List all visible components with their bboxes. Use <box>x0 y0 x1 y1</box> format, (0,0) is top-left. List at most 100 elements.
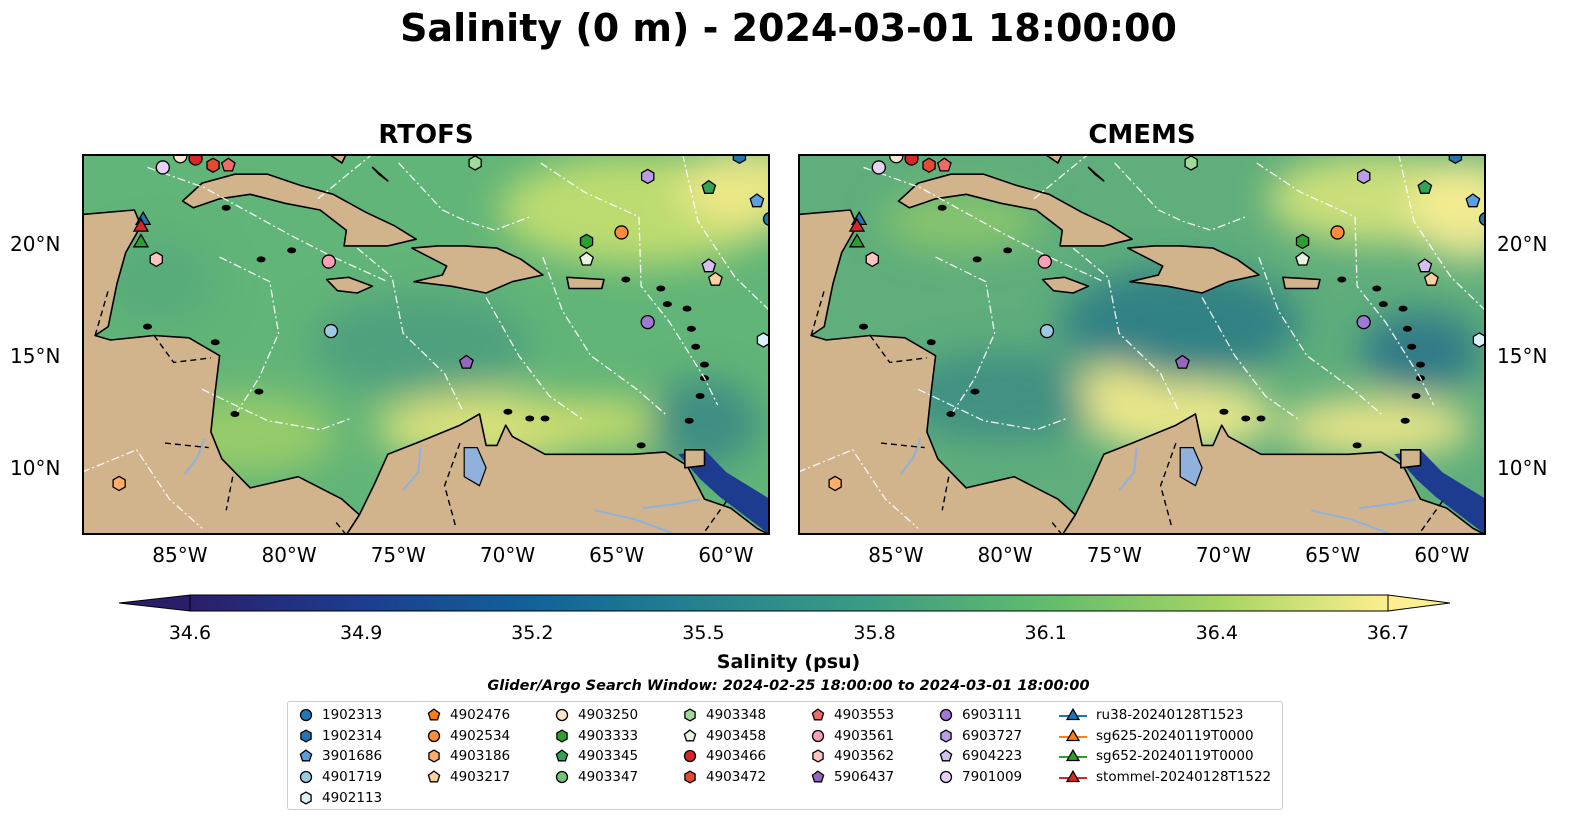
marker-4903561 <box>321 254 336 269</box>
marker-4902534 <box>614 225 629 240</box>
legend-label: 7901009 <box>962 769 1023 786</box>
legend-label: 4903458 <box>706 727 767 744</box>
hexagon-icon <box>812 749 824 764</box>
marker-sg652-20240119T0000 <box>132 233 150 248</box>
legend-marker <box>812 749 824 764</box>
legend-marker <box>427 770 441 783</box>
legend-label: 4903217 <box>450 769 511 786</box>
marker-1902314 <box>732 156 747 165</box>
map-canvas <box>84 156 768 533</box>
lon-tick-label: 80°W <box>977 543 1033 567</box>
hexagon-icon <box>940 729 952 743</box>
marker-4903553 <box>936 157 952 172</box>
legend-marker <box>427 729 441 743</box>
legend-marker <box>811 708 825 721</box>
legend-marker <box>1065 708 1081 721</box>
circle-icon <box>939 770 953 784</box>
marker-6904223 <box>701 258 717 273</box>
panel-title-rtofs: RTOFS <box>378 120 474 150</box>
marker-4903217 <box>1423 271 1439 286</box>
legend-item: sg652-20240119T0000 <box>1058 746 1271 767</box>
legend-item: ru38-20240128T1523 <box>1058 705 1271 726</box>
marker-6903727 <box>1356 168 1371 185</box>
circle-icon <box>555 770 569 784</box>
lat-tick-label-right: 10°N <box>1497 455 1548 480</box>
legend-item: 4902534 <box>426 726 510 747</box>
legend-marker <box>300 729 312 743</box>
marker-sg652-20240119T0000 <box>848 233 866 248</box>
marker-stommel-20240128T1522 <box>132 217 150 232</box>
legend-marker <box>1065 728 1081 742</box>
hexagon-icon <box>556 729 568 743</box>
land-jamaica <box>325 276 374 294</box>
legend-label: 4902476 <box>450 707 511 724</box>
legend-item: 4903348 <box>682 705 766 726</box>
hexagon-icon <box>300 729 312 743</box>
map-canvas <box>800 156 1484 533</box>
legend-item: 7901009 <box>938 767 1022 788</box>
marker-1902314 <box>1448 156 1463 165</box>
hexagon-icon <box>428 749 440 764</box>
legend-item: 6903111 <box>938 705 1022 726</box>
legend-marker <box>684 770 696 784</box>
circle-icon <box>555 709 569 722</box>
legend-marker <box>299 770 313 784</box>
legend-item: 3901686 <box>298 746 382 767</box>
land-bahamas2 <box>1087 166 1105 182</box>
land-yucatan <box>800 209 1077 533</box>
lon-tick-label: 70°W <box>1195 543 1252 567</box>
marker-4903348 <box>468 156 482 171</box>
legend-marker <box>428 749 440 764</box>
lon-tick-label: 70°W <box>479 543 536 567</box>
marker-7901009 <box>155 160 170 175</box>
legend-label: sg652-20240119T0000 <box>1096 748 1254 765</box>
legend-label: 4903347 <box>578 769 639 786</box>
circle-icon <box>683 750 697 763</box>
legend-item: 1902314 <box>298 726 382 747</box>
legend-label: 4903333 <box>578 727 639 744</box>
legend-marker <box>555 770 569 784</box>
marker-4901719 <box>1039 323 1055 339</box>
marker-stommel-20240128T1522 <box>848 217 866 232</box>
land-bahamas2 <box>371 166 389 182</box>
land-hispaniola <box>1126 245 1260 294</box>
legend-label: 4901719 <box>322 769 383 786</box>
pentagon-icon <box>683 729 697 742</box>
marker-4903561 <box>1037 254 1052 269</box>
land-southam <box>346 413 768 533</box>
marker-4903186 <box>112 475 126 492</box>
pentagon-icon <box>939 749 953 762</box>
lake-maracaibo <box>1179 447 1203 487</box>
legend-label: 4903466 <box>706 748 767 765</box>
legend-column: 1902313 1902314 3901686 4901719 4902113 <box>298 705 382 808</box>
marker-4903333 <box>579 233 594 250</box>
legend-label: 4902113 <box>322 789 383 806</box>
legend-column: ru38-20240128T1523 sg625-20240119T0000 sg6… <box>1058 705 1271 787</box>
colorbar-tick-label: 34.6 <box>168 622 212 644</box>
lat-tick-label-left: 15°N <box>10 343 61 368</box>
legend-marker <box>556 729 568 743</box>
legend-label: 6903111 <box>962 707 1023 724</box>
legend-label: 4903186 <box>450 748 511 765</box>
legend: 1902313 1902314 3901686 4901719 4902113 49024… <box>287 701 1283 810</box>
colorbar-tick-label: 35.2 <box>511 622 554 644</box>
land-southam <box>1062 413 1484 533</box>
colorbar <box>118 594 1451 612</box>
land-jamaica <box>1041 276 1090 294</box>
marker-3901686 <box>1465 193 1481 208</box>
triangle-icon <box>1059 749 1087 762</box>
hexagon-icon <box>300 791 312 805</box>
marker-4903466 <box>904 156 919 166</box>
legend-item: 1902313 <box>298 705 382 726</box>
pentagon-icon <box>299 749 313 762</box>
legend-item: 4903217 <box>426 767 510 788</box>
marker-6903111 <box>1356 314 1371 330</box>
marker-4903250 <box>889 156 904 164</box>
marker-6904223 <box>1417 258 1433 273</box>
land-bahamas1 <box>330 156 347 164</box>
legend-item: 6903727 <box>938 726 1022 747</box>
marker-1902313 <box>762 212 768 226</box>
legend-item: 4903250 <box>554 705 638 726</box>
land-puertorico <box>566 276 605 290</box>
legend-item: 4903347 <box>554 767 638 788</box>
